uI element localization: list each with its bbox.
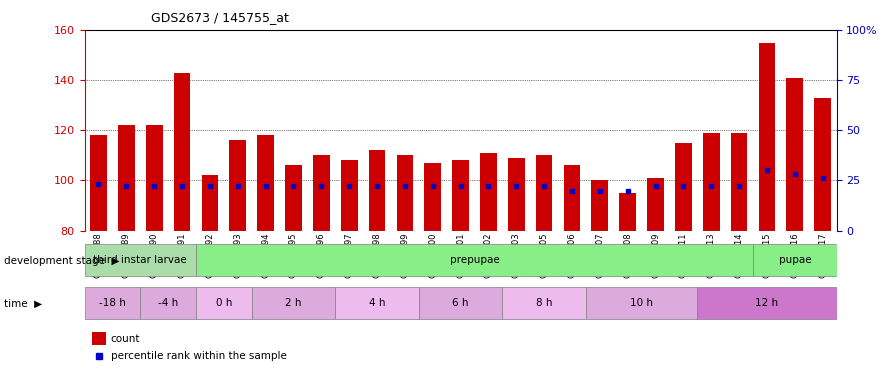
Text: 8 h: 8 h — [536, 298, 553, 308]
Text: -18 h: -18 h — [99, 298, 125, 308]
Bar — [731, 133, 748, 231]
Bar — [703, 133, 720, 231]
Text: development stage  ▶: development stage ▶ — [4, 256, 120, 266]
Bar — [257, 135, 274, 231]
Bar — [647, 178, 664, 231]
Text: pupae: pupae — [779, 255, 811, 265]
Bar — [201, 176, 218, 231]
Bar — [619, 193, 636, 231]
Bar — [174, 73, 190, 231]
Bar — [502, 287, 586, 319]
Text: 6 h: 6 h — [452, 298, 469, 308]
Bar — [85, 244, 196, 276]
Bar — [313, 155, 329, 231]
Bar — [141, 287, 196, 319]
Bar — [336, 287, 419, 319]
Text: percentile rank within the sample: percentile rank within the sample — [111, 351, 287, 361]
Bar — [758, 42, 775, 231]
Bar — [196, 244, 753, 276]
Text: 10 h: 10 h — [630, 298, 653, 308]
Text: 12 h: 12 h — [756, 298, 779, 308]
Text: 4 h: 4 h — [368, 298, 385, 308]
Bar — [85, 287, 141, 319]
Bar — [452, 160, 469, 231]
Bar — [285, 165, 302, 231]
Text: -4 h: -4 h — [158, 298, 178, 308]
Text: 0 h: 0 h — [215, 298, 232, 308]
Text: count: count — [111, 334, 141, 344]
Text: third instar larvae: third instar larvae — [93, 255, 187, 265]
Bar — [92, 332, 106, 345]
Bar — [196, 287, 252, 319]
Bar — [592, 180, 608, 231]
Bar — [814, 98, 831, 231]
Bar — [508, 158, 524, 231]
Bar — [118, 125, 134, 231]
Bar — [419, 287, 502, 319]
Bar — [753, 244, 837, 276]
Bar — [675, 143, 692, 231]
Bar — [341, 160, 358, 231]
Text: prepupae: prepupae — [449, 255, 499, 265]
Bar — [425, 163, 441, 231]
Bar — [787, 78, 803, 231]
Text: GDS2673 / 145755_at: GDS2673 / 145755_at — [151, 11, 289, 24]
Bar — [90, 135, 107, 231]
Text: time  ▶: time ▶ — [4, 299, 43, 309]
Bar — [563, 165, 580, 231]
Bar — [397, 155, 413, 231]
Bar — [698, 287, 837, 319]
Bar — [230, 140, 247, 231]
Bar — [252, 287, 336, 319]
Bar — [146, 125, 163, 231]
Bar — [480, 153, 497, 231]
Bar — [586, 287, 698, 319]
Bar — [368, 150, 385, 231]
Bar — [536, 155, 553, 231]
Text: 2 h: 2 h — [285, 298, 302, 308]
